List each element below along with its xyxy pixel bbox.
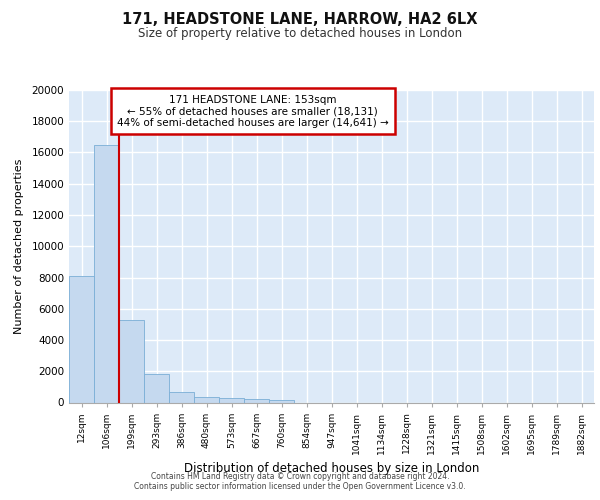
- Bar: [194, 397, 219, 402]
- Bar: [169, 392, 194, 402]
- X-axis label: Distribution of detached houses by size in London: Distribution of detached houses by size …: [184, 462, 479, 475]
- Bar: [69, 276, 94, 402]
- Text: Size of property relative to detached houses in London: Size of property relative to detached ho…: [138, 28, 462, 40]
- Text: 171 HEADSTONE LANE: 153sqm
← 55% of detached houses are smaller (18,131)
44% of : 171 HEADSTONE LANE: 153sqm ← 55% of deta…: [117, 94, 389, 128]
- Text: Contains HM Land Registry data © Crown copyright and database right 2024.
Contai: Contains HM Land Registry data © Crown c…: [134, 472, 466, 491]
- Bar: [244, 400, 269, 402]
- Bar: [144, 374, 169, 402]
- Bar: [269, 400, 294, 402]
- Bar: [219, 398, 244, 402]
- Bar: [119, 320, 144, 402]
- Text: 171, HEADSTONE LANE, HARROW, HA2 6LX: 171, HEADSTONE LANE, HARROW, HA2 6LX: [122, 12, 478, 28]
- Y-axis label: Number of detached properties: Number of detached properties: [14, 158, 25, 334]
- Bar: [94, 144, 119, 402]
